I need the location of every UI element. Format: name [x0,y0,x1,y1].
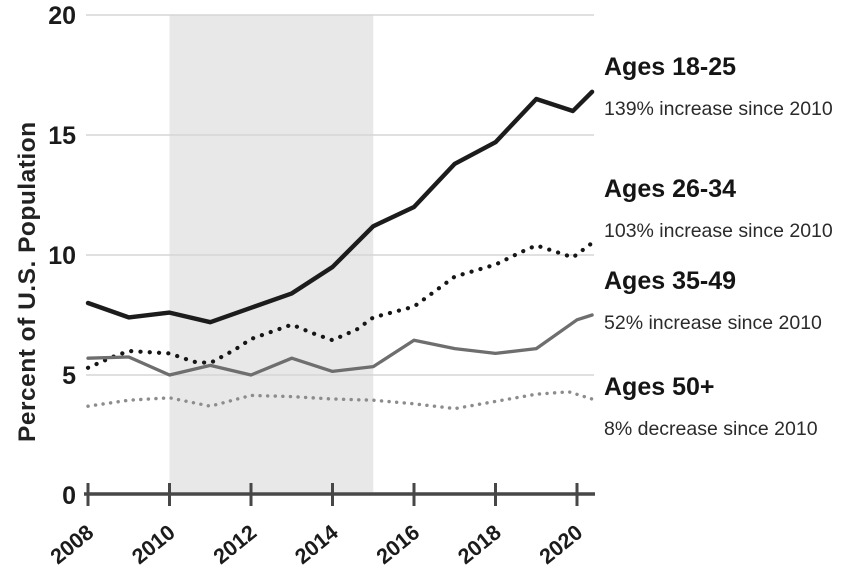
x-tick-label-2016: 2016 [372,520,424,569]
x-tick-label-2012: 2012 [209,520,261,569]
y-tick-label-5: 5 [62,362,76,390]
legend-entry-ages-50-plus: Ages 50+ 8% decrease since 2010 [604,372,818,440]
legend: Ages 18-25 139% increase since 2010 Ages… [604,0,851,576]
shaded-region-2010-2015 [169,15,374,492]
legend-note: 103% increase since 2010 [604,220,833,242]
legend-note: 52% increase since 2010 [604,312,822,334]
x-tick-label-2010: 2010 [127,520,179,569]
y-tick-label-0: 0 [62,482,76,510]
legend-label: Ages 50+ [604,373,715,401]
y-tick-label-15: 15 [48,122,76,150]
legend-label: Ages 26-34 [604,175,737,203]
line-ages-18-25 [85,89,595,325]
legend-label: Ages 18-25 [604,53,737,81]
line-ages-35-49 [86,313,594,377]
legend-entry-ages-26-34: Ages 26-34 103% increase since 2010 [604,174,833,242]
legend-entry-ages-35-49: Ages 35-49 52% increase since 2010 [604,266,822,334]
x-tick-label-2018: 2018 [453,520,505,569]
legend-note: 8% decrease since 2010 [604,418,818,440]
legend-label: Ages 35-49 [604,267,737,295]
line-ages-50- [86,390,594,411]
x-tick-label-2014: 2014 [290,520,342,569]
y-axis-title: Percent of U.S. Population [14,121,41,442]
x-tick-label-2008: 2008 [46,520,98,569]
line-ages-26-34 [85,240,595,370]
y-tick-label-20: 20 [48,2,76,30]
legend-entry-ages-18-25: Ages 18-25 139% increase since 2010 [604,52,833,120]
legend-note: 139% increase since 2010 [604,98,833,120]
y-tick-label-10: 10 [48,242,76,270]
x-tick-label-2020: 2020 [535,520,587,569]
